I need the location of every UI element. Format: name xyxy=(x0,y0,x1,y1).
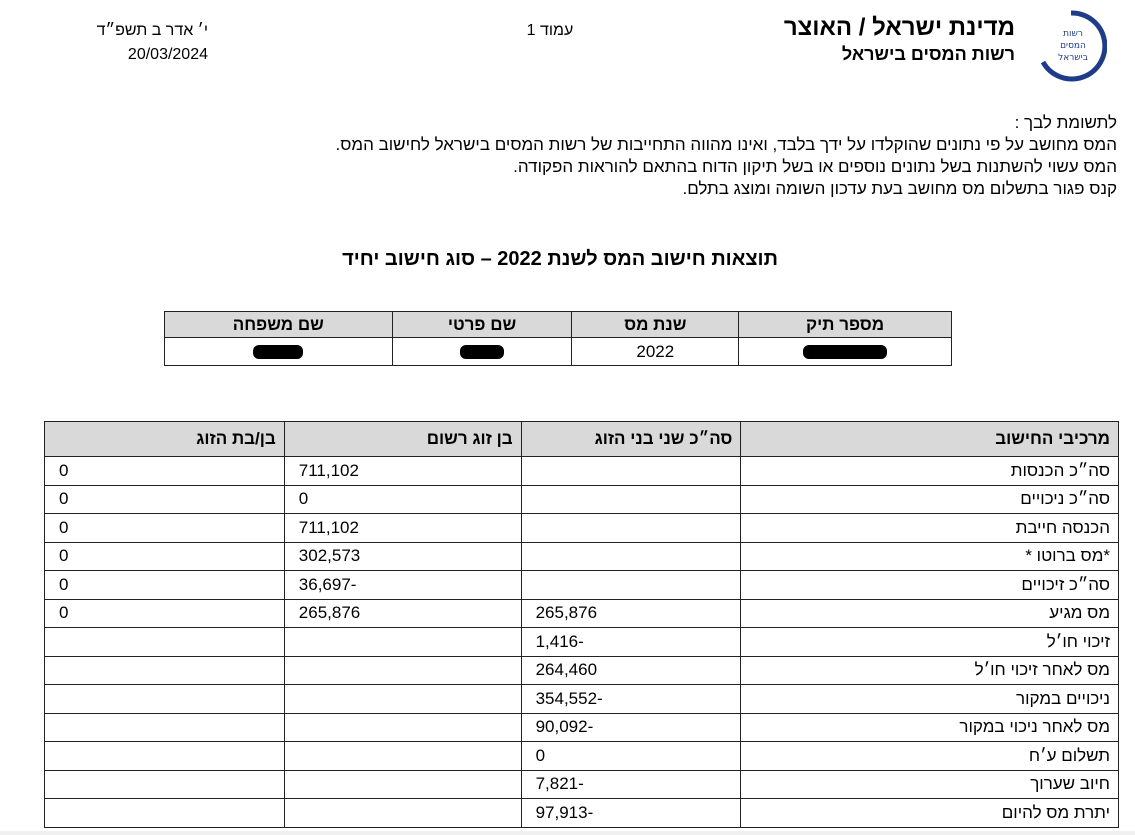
registered-spouse-value xyxy=(283,769,522,799)
registered-spouse-value: 302,573 xyxy=(283,541,522,571)
page-title: תוצאות חישוב המס לשנת 2022 – סוג חישוב י… xyxy=(342,248,778,270)
tax-authority-logo: רשות המסים בישראל xyxy=(1040,10,1107,82)
header-components: מרכיבי החישוב xyxy=(740,421,1119,457)
total-couple-value: -354,552 xyxy=(520,684,742,714)
registered-spouse-value: 711,102 xyxy=(283,456,522,486)
table-row: סה״כ הכנסות 711,102 0 xyxy=(44,456,1119,486)
spouse-value xyxy=(44,655,285,685)
header-last-name: שם משפחה xyxy=(164,311,393,338)
registered-spouse-value: 265,876 xyxy=(283,598,522,628)
header-total-couple: סה״כ שני בני הזוג xyxy=(520,421,742,457)
spouse-value: 0 xyxy=(44,598,285,628)
tax-year-value: 2022 xyxy=(571,337,740,366)
last-name-redacted xyxy=(164,337,393,366)
spouse-value xyxy=(44,712,285,742)
total-couple-value xyxy=(520,456,742,486)
first-name-redacted xyxy=(391,337,573,366)
registered-spouse-value xyxy=(283,627,522,657)
registered-spouse-value xyxy=(283,798,522,828)
registered-spouse-value: 711,102 xyxy=(283,513,522,543)
header-file-number: מספר תיק xyxy=(738,311,952,338)
notice-line: המס עשוי להשתנות בשל נתונים נוספים או בש… xyxy=(513,157,1117,176)
table-row: מס לאחר ניכוי במקור -90,092 xyxy=(44,712,1119,742)
total-couple-value xyxy=(520,541,742,571)
row-label: מס לאחר ניכוי במקור xyxy=(740,712,1119,742)
notice: לתשומת לבך : המס מחושב על פי נתונים שהוק… xyxy=(97,112,1117,200)
svg-text:המסים: המסים xyxy=(1060,41,1086,51)
notice-line: המס מחושב על פי נתונים שהוקלדו על ידך בל… xyxy=(335,135,1117,154)
page-bottom-edge xyxy=(0,831,1135,835)
spouse-value: 0 xyxy=(44,484,285,514)
row-label: מס לאחר זיכוי חו׳ל xyxy=(740,655,1119,685)
spouse-value: 0 xyxy=(44,541,285,571)
tax-calculation-table: מרכיבי החישוב סה״כ שני בני הזוג בן זוג ר… xyxy=(44,421,1119,828)
total-couple-value: -7,821 xyxy=(520,769,742,799)
table-row: הכנסה חייבת 711,102 0 xyxy=(44,513,1119,543)
row-label: סה״כ זיכויים xyxy=(740,570,1119,600)
svg-text:רשות: רשות xyxy=(1063,29,1083,39)
taxpayer-id-table: מספר תיק שנת מס שם פרטי שם משפחה 2022 xyxy=(164,311,952,366)
total-couple-value xyxy=(520,513,742,543)
header-spouse: בן/בת הזוג xyxy=(44,421,285,457)
spouse-value xyxy=(44,798,285,828)
file-number-redacted xyxy=(738,337,952,366)
org-name: מדינת ישראל / האוצר xyxy=(783,14,1015,41)
svg-text:בישראל: בישראל xyxy=(1058,53,1088,63)
spouse-value xyxy=(44,741,285,771)
total-couple-value: -90,092 xyxy=(520,712,742,742)
page-number: עמוד 1 xyxy=(526,22,574,39)
table-row: יתרת מס להיום -97,913 xyxy=(44,798,1119,828)
total-couple-value xyxy=(520,570,742,600)
registered-spouse-value xyxy=(283,684,522,714)
header-first-name: שם פרטי xyxy=(391,311,573,338)
row-label: ניכויים במקור xyxy=(740,684,1119,714)
row-label: הכנסה חייבת xyxy=(740,513,1119,543)
notice-heading: לתשומת לבך : xyxy=(1014,113,1117,132)
table-row: *מס ברוטו * 302,573 0 xyxy=(44,541,1119,571)
header-tax-year: שנת מס xyxy=(571,311,740,338)
total-couple-value: -97,913 xyxy=(520,798,742,828)
total-couple-value: 264,460 xyxy=(520,655,742,685)
spouse-value: 0 xyxy=(44,456,285,486)
table-row: תשלום ע׳ח 0 xyxy=(44,741,1119,771)
registered-spouse-value xyxy=(283,741,522,771)
spouse-value: 0 xyxy=(44,570,285,600)
authority-name: רשות המסים בישראל xyxy=(841,44,1015,64)
row-label: יתרת מס להיום xyxy=(740,798,1119,828)
registered-spouse-value: 0 xyxy=(283,484,522,514)
hebrew-date: י׳ אדר ב תשפ״ד xyxy=(96,22,208,39)
spouse-value: 0 xyxy=(44,513,285,543)
notice-line: קנס פגור בתשלום מס מחושב בעת עדכון השומה… xyxy=(682,179,1117,198)
registered-spouse-value xyxy=(283,712,522,742)
total-couple-value: 0 xyxy=(520,741,742,771)
table-row: סה״כ זיכויים -36,697 0 xyxy=(44,570,1119,600)
header-registered-spouse: בן זוג רשום xyxy=(283,421,522,457)
row-label: תשלום ע׳ח xyxy=(740,741,1119,771)
gregorian-date: 20/03/2024 xyxy=(127,46,208,63)
registered-spouse-value xyxy=(283,655,522,685)
table-row: ניכויים במקור -354,552 xyxy=(44,684,1119,714)
spouse-value xyxy=(44,684,285,714)
table-row: מס לאחר זיכוי חו׳ל 264,460 xyxy=(44,655,1119,685)
table-row: חיוב שערוך -7,821 xyxy=(44,769,1119,799)
row-label: זיכוי חו׳ל xyxy=(740,627,1119,657)
table-row: מס מגיע 265,876 265,876 0 xyxy=(44,598,1119,628)
spouse-value xyxy=(44,769,285,799)
table-row: סה״כ ניכויים 0 0 xyxy=(44,484,1119,514)
row-label: מס מגיע xyxy=(740,598,1119,628)
total-couple-value: 265,876 xyxy=(520,598,742,628)
total-couple-value xyxy=(520,484,742,514)
row-label: סה״כ ניכויים xyxy=(740,484,1119,514)
spouse-value xyxy=(44,627,285,657)
total-couple-value: -1,416 xyxy=(520,627,742,657)
row-label: סה״כ הכנסות xyxy=(740,456,1119,486)
row-label: חיוב שערוך xyxy=(740,769,1119,799)
table-row: זיכוי חו׳ל -1,416 xyxy=(44,627,1119,657)
registered-spouse-value: -36,697 xyxy=(283,570,522,600)
row-label: *מס ברוטו * xyxy=(740,541,1119,571)
